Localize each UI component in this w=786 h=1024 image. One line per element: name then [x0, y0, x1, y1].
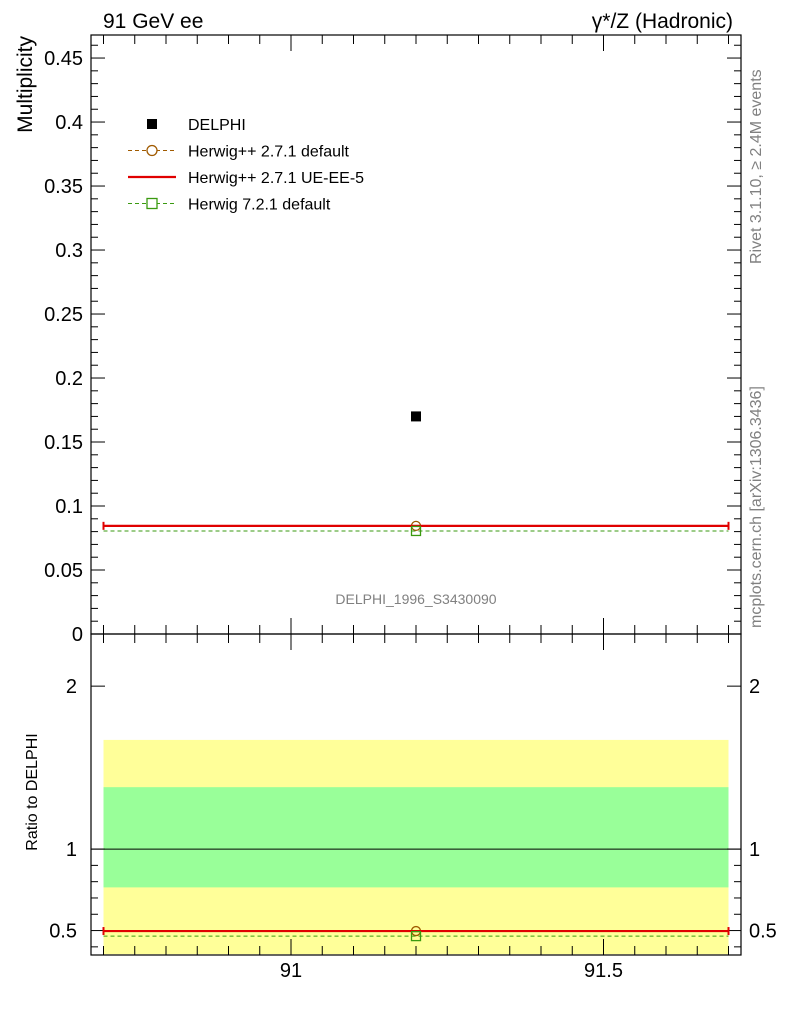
- ratio-band-1: [103, 787, 729, 888]
- legend-herwigpp-default-marker: [146, 144, 158, 157]
- chart-marks: [102, 411, 730, 942]
- main-ytick-label: 0.05: [44, 560, 83, 582]
- rivet-version-text: Rivet 3.1.10, ≥ 2.4M events: [748, 69, 765, 264]
- ratio-xtick-label: 91: [280, 960, 302, 982]
- header-right: γ*/Z (Hadronic): [592, 10, 733, 33]
- ratio-ytick-label-right: 0.5: [749, 921, 777, 943]
- legend-label: DELPHI: [188, 117, 246, 134]
- ratio-plot-area: 0.5 0.5 1 1 2 2 91 91.5: [49, 633, 777, 982]
- header-left: 91 GeV ee: [103, 10, 203, 33]
- ratio-ylabel: Ratio to DELPHI: [24, 733, 41, 850]
- main-ytick-label: 0.25: [44, 304, 83, 326]
- ratio-ytick-label: 0.5: [49, 921, 77, 943]
- main-ytick-label: 0: [72, 624, 83, 646]
- legend-delphi-marker: [147, 119, 157, 129]
- main-herwig7-default-marker: [410, 525, 422, 537]
- main-ytick-label: 0.1: [55, 496, 83, 518]
- ratio-ytick-label-right: 1: [749, 839, 760, 861]
- ratio-ytick-label: 2: [66, 676, 77, 698]
- main-ylabel: Multiplicity: [14, 36, 37, 133]
- analysis-id: DELPHI_1996_S3430090: [335, 591, 496, 607]
- legend-label: Herwig++ 2.7.1 UE-EE-5: [188, 170, 364, 187]
- main-delphi-point: [411, 411, 421, 422]
- ratio-herwig7-default-marker: [410, 930, 422, 942]
- legend-label: Herwig++ 2.7.1 default: [188, 144, 350, 161]
- legend-label: Herwig 7.2.1 default: [188, 197, 331, 214]
- main-ytick-label: 0.35: [44, 176, 83, 198]
- legend-herwig7-default-marker: [146, 197, 158, 210]
- ratio-ytick-label-right: 2: [749, 676, 760, 698]
- main-ytick-label: 0.4: [55, 112, 83, 134]
- main-ytick-label: 0.15: [44, 432, 83, 454]
- legend: DELPHI Herwig++ 2.7.1 default Herwig++ 2.7…: [128, 117, 364, 214]
- main-ytick-label: 0.45: [44, 48, 83, 70]
- ratio-ytick-label: 1: [66, 839, 77, 861]
- main-plot-area: 0 0.05 0.1 0.15 0.2 0.25 0.3 0.35 0.4 0.45: [44, 34, 742, 646]
- mcplots-text: mcplots.cern.ch [arXiv:1306.3436]: [748, 386, 765, 628]
- ratio-xtick-label: 91.5: [584, 960, 623, 982]
- main-ytick-label: 0.3: [55, 240, 83, 262]
- main-ytick-label: 0.2: [55, 368, 83, 390]
